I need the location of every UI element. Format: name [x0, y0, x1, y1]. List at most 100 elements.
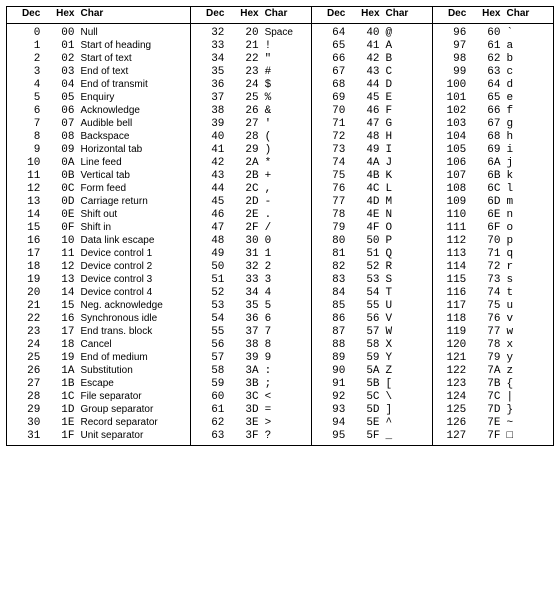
cell-hex: 15 — [43, 299, 77, 312]
cell-dec: 37 — [191, 91, 228, 104]
cell-dec: 24 — [7, 338, 44, 351]
cell-char: D — [383, 78, 433, 91]
cell-dec: 19 — [7, 273, 44, 286]
cell-char: p — [503, 234, 553, 247]
cell-dec: 45 — [191, 195, 228, 208]
cell-dec: 1 — [7, 39, 44, 52]
cell-dec: 7 — [7, 117, 44, 130]
cell-char: : — [262, 364, 312, 377]
table-row: 291DGroup separator613D=935D]1257D} — [7, 403, 554, 416]
cell-hex: 36 — [227, 312, 261, 325]
cell-char: Line feed — [78, 156, 191, 169]
cell-hex: 5C — [348, 390, 382, 403]
cell-hex: 28 — [227, 130, 261, 143]
cell-char: I — [383, 143, 433, 156]
cell-dec: 120 — [432, 338, 469, 351]
cell-hex: 70 — [469, 234, 503, 247]
cell-hex: 37 — [227, 325, 261, 338]
cell-char: W — [383, 325, 433, 338]
cell-dec: 81 — [312, 247, 349, 260]
cell-hex: 6B — [469, 169, 503, 182]
cell-char: B — [383, 52, 433, 65]
cell-char: M — [383, 195, 433, 208]
cell-dec: 40 — [191, 130, 228, 143]
cell-hex: 7E — [469, 416, 503, 429]
cell-dec: 58 — [191, 364, 228, 377]
table-row: 2014Device control 4523448454T11674t — [7, 286, 554, 299]
cell-hex: 78 — [469, 338, 503, 351]
cell-hex: 53 — [348, 273, 382, 286]
table-row: 1610Data link escape483008050P11270p — [7, 234, 554, 247]
cell-hex: 62 — [469, 52, 503, 65]
cell-dec: 22 — [7, 312, 44, 325]
cell-hex: 3B — [227, 377, 261, 390]
cell-char: File separator — [78, 390, 191, 403]
cell-dec: 82 — [312, 260, 349, 273]
cell-hex: 6A — [469, 156, 503, 169]
cell-char: < — [262, 390, 312, 403]
cell-dec: 54 — [191, 312, 228, 325]
cell-hex: 16 — [43, 312, 77, 325]
cell-hex: 79 — [469, 351, 503, 364]
cell-dec: 55 — [191, 325, 228, 338]
cell-char: { — [503, 377, 553, 390]
cell-char: > — [262, 416, 312, 429]
cell-char: Form feed — [78, 182, 191, 195]
cell-hex: 3A — [227, 364, 261, 377]
cell-dec: 118 — [432, 312, 469, 325]
table-row: 1711Device control 1493118151Q11371q — [7, 247, 554, 260]
col-hex: Hex — [43, 7, 77, 24]
cell-hex: 7A — [469, 364, 503, 377]
cell-char: Start of text — [78, 52, 191, 65]
cell-char: End of transmit — [78, 78, 191, 91]
cell-hex: 00 — [43, 23, 77, 39]
table-row: 1812Device control 2503228252R11472r — [7, 260, 554, 273]
table-row: 202Start of text3422"6642B9862b — [7, 52, 554, 65]
cell-char: Group separator — [78, 403, 191, 416]
cell-char: n — [503, 208, 553, 221]
cell-char: s — [503, 273, 553, 286]
cell-dec: 110 — [432, 208, 469, 221]
cell-hex: 43 — [348, 65, 382, 78]
table-row: 281CFile separator603C<925C\1247C| — [7, 390, 554, 403]
cell-char: Acknowledge — [78, 104, 191, 117]
cell-hex: 29 — [227, 143, 261, 156]
cell-hex: 21 — [227, 39, 261, 52]
table-row: 2418Cancel563888858X12078x — [7, 338, 554, 351]
cell-hex: 0D — [43, 195, 77, 208]
cell-char: End of text — [78, 65, 191, 78]
cell-hex: 7D — [469, 403, 503, 416]
cell-char: Shift out — [78, 208, 191, 221]
table-row: 110BVertical tab432B+754BK1076Bk — [7, 169, 554, 182]
cell-hex: 4B — [348, 169, 382, 182]
cell-dec: 79 — [312, 221, 349, 234]
cell-hex: 23 — [227, 65, 261, 78]
cell-char: End trans. block — [78, 325, 191, 338]
cell-hex: 1E — [43, 416, 77, 429]
cell-hex: 46 — [348, 104, 382, 117]
table-row: 150FShift in472F/794FO1116Fo — [7, 221, 554, 234]
cell-dec: 104 — [432, 130, 469, 143]
cell-char: F — [383, 104, 433, 117]
col-char: Char — [383, 7, 433, 24]
cell-char: U — [383, 299, 433, 312]
cell-dec: 8 — [7, 130, 44, 143]
cell-dec: 41 — [191, 143, 228, 156]
table-row: 707Audible bell3927'7147G10367g — [7, 117, 554, 130]
cell-dec: 74 — [312, 156, 349, 169]
cell-dec: 49 — [191, 247, 228, 260]
cell-dec: 11 — [7, 169, 44, 182]
cell-char: k — [503, 169, 553, 182]
cell-char: Escape — [78, 377, 191, 390]
cell-dec: 63 — [191, 429, 228, 445]
cell-hex: 47 — [348, 117, 382, 130]
cell-char: J — [383, 156, 433, 169]
cell-dec: 91 — [312, 377, 349, 390]
cell-dec: 32 — [191, 23, 228, 39]
cell-hex: 35 — [227, 299, 261, 312]
cell-dec: 112 — [432, 234, 469, 247]
cell-dec: 9 — [7, 143, 44, 156]
cell-dec: 69 — [312, 91, 349, 104]
table-row: 101Start of heading3321!6541A9761a — [7, 39, 554, 52]
cell-char: Vertical tab — [78, 169, 191, 182]
